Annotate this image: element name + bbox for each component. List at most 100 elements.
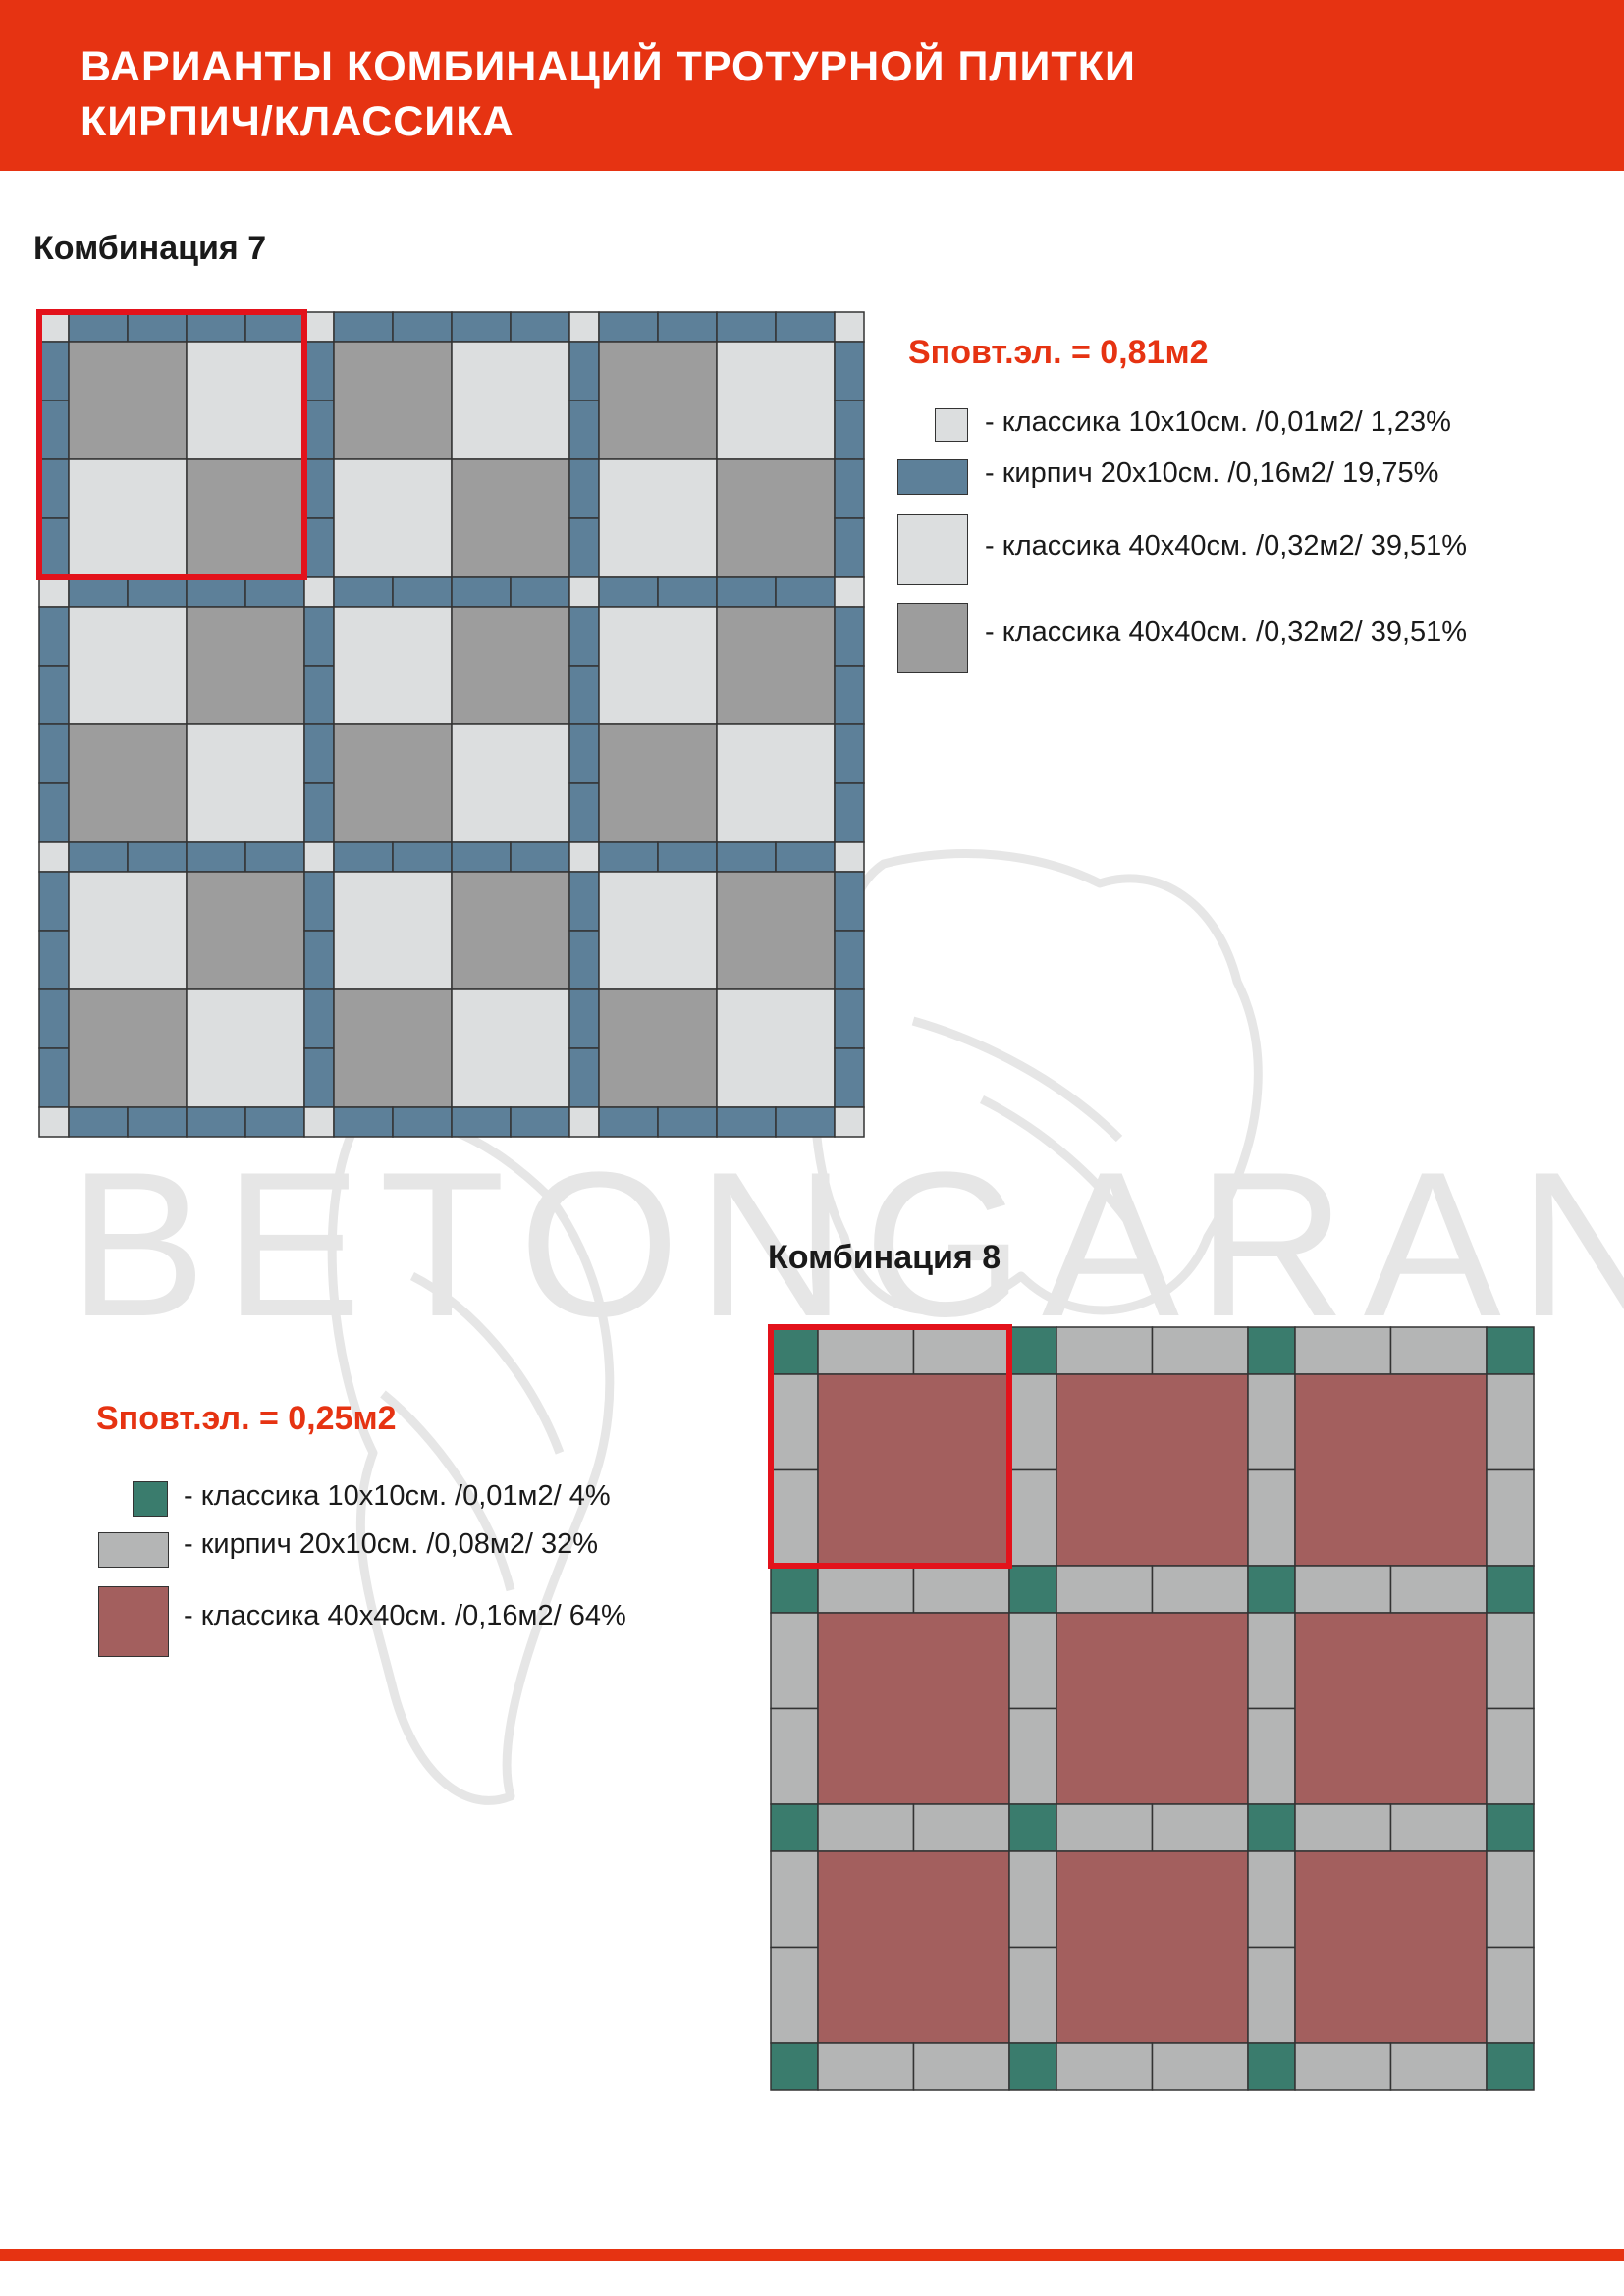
brick-tile bbox=[716, 311, 777, 343]
combo8-legend-label-1: - классика 10х10см. /0,01м2/ 4% bbox=[184, 1480, 611, 1512]
brick-tile bbox=[568, 871, 600, 932]
brick-tile bbox=[568, 782, 600, 843]
combo7-title: Комбинация 7 bbox=[33, 230, 267, 267]
small-tile bbox=[834, 1106, 865, 1138]
dark-tile bbox=[451, 871, 570, 990]
brick-tile bbox=[303, 988, 335, 1049]
brick-tile bbox=[775, 576, 836, 608]
brick-tile bbox=[817, 1803, 915, 1852]
brick-tile bbox=[834, 723, 865, 784]
brick-tile bbox=[568, 458, 600, 519]
brick-tile bbox=[1056, 2042, 1154, 2091]
small-tile bbox=[1008, 1565, 1057, 1614]
brick-tile bbox=[834, 458, 865, 519]
brick-tile bbox=[568, 988, 600, 1049]
light-tile bbox=[598, 458, 718, 578]
dark-tile bbox=[598, 723, 718, 843]
brick-tile bbox=[834, 1047, 865, 1108]
brick-tile bbox=[834, 665, 865, 725]
brick-tile bbox=[1151, 2042, 1249, 2091]
small-tile bbox=[303, 576, 335, 608]
small-tile bbox=[568, 576, 600, 608]
brick-tile bbox=[1294, 2042, 1392, 2091]
brick-tile bbox=[38, 782, 70, 843]
brick-tile bbox=[38, 871, 70, 932]
brick-tile bbox=[1486, 1850, 1535, 1949]
brick-tile bbox=[38, 1047, 70, 1108]
repeat-element-highlight bbox=[768, 1324, 1012, 1569]
combo7-area: Sповт.эл. = 0,81м2 bbox=[908, 334, 1209, 371]
combo8-legend-swatch-brick bbox=[98, 1532, 169, 1568]
light-tile bbox=[716, 341, 836, 460]
small-tile bbox=[1486, 1803, 1535, 1852]
brick-tile bbox=[1294, 1326, 1392, 1375]
light-tile bbox=[333, 871, 453, 990]
brick-tile bbox=[1389, 1565, 1488, 1614]
brick-tile bbox=[451, 311, 512, 343]
dark-tile bbox=[451, 606, 570, 725]
brick-tile bbox=[303, 458, 335, 519]
small-tile bbox=[568, 841, 600, 873]
brick-tile bbox=[38, 458, 70, 519]
brick-tile bbox=[303, 341, 335, 401]
brick-tile bbox=[510, 1106, 570, 1138]
dark-tile bbox=[451, 458, 570, 578]
light-tile bbox=[333, 606, 453, 725]
dark-tile bbox=[333, 723, 453, 843]
small-tile bbox=[770, 1803, 819, 1852]
brick-tile bbox=[303, 930, 335, 990]
brick-tile bbox=[912, 1565, 1010, 1614]
page-title-line-1: ВАРИАНТЫ КОМБИНАЦИЙ ТРОТУРНОЙ ПЛИТКИ bbox=[81, 43, 1136, 90]
brick-tile bbox=[244, 311, 305, 343]
combo8-legend-label-2: - кирпич 20х10см. /0,08м2/ 32% bbox=[184, 1528, 599, 1560]
dark-tile bbox=[68, 988, 188, 1108]
dark-tile bbox=[716, 606, 836, 725]
brick-tile bbox=[1486, 1373, 1535, 1471]
large-tile bbox=[1294, 1612, 1488, 1805]
brick-tile bbox=[1247, 1373, 1296, 1471]
brick-tile bbox=[817, 1326, 915, 1375]
small-tile bbox=[770, 1326, 819, 1375]
large-tile bbox=[1056, 1612, 1249, 1805]
brick-tile bbox=[1486, 1468, 1535, 1567]
brick-tile bbox=[451, 841, 512, 873]
small-tile bbox=[1247, 1803, 1296, 1852]
brick-tile bbox=[834, 988, 865, 1049]
small-tile bbox=[568, 311, 600, 343]
brick-tile bbox=[770, 1850, 819, 1949]
small-tile bbox=[1008, 1326, 1057, 1375]
brick-tile bbox=[303, 1047, 335, 1108]
large-tile bbox=[817, 1850, 1010, 2044]
brick-tile bbox=[1389, 2042, 1488, 2091]
brick-tile bbox=[68, 1106, 129, 1138]
brick-tile bbox=[303, 400, 335, 460]
brick-tile bbox=[1247, 1612, 1296, 1710]
brick-tile bbox=[568, 1047, 600, 1108]
small-tile bbox=[1247, 2042, 1296, 2091]
brick-tile bbox=[834, 930, 865, 990]
brick-tile bbox=[38, 400, 70, 460]
combo7-legend-label-3: - классика 40х40см. /0,32м2/ 39,51% bbox=[985, 530, 1468, 561]
brick-tile bbox=[568, 517, 600, 578]
brick-tile bbox=[68, 576, 129, 608]
brick-tile bbox=[1247, 1850, 1296, 1949]
brick-tile bbox=[303, 606, 335, 667]
combo7-legend-label-4: - классика 40х40см. /0,32м2/ 39,51% bbox=[985, 616, 1468, 648]
combo7-legend-swatch-light-tile bbox=[897, 514, 968, 585]
brick-tile bbox=[333, 841, 394, 873]
brick-tile bbox=[1008, 1707, 1057, 1805]
brick-tile bbox=[333, 1106, 394, 1138]
brick-tile bbox=[38, 606, 70, 667]
brick-tile bbox=[392, 841, 453, 873]
brick-tile bbox=[244, 576, 305, 608]
brick-tile bbox=[186, 841, 246, 873]
brick-tile bbox=[817, 2042, 915, 2091]
brick-tile bbox=[127, 1106, 188, 1138]
combo8-area: Sповт.эл. = 0,25м2 bbox=[96, 1400, 397, 1437]
brick-tile bbox=[38, 723, 70, 784]
brick-tile bbox=[333, 311, 394, 343]
brick-tile bbox=[1247, 1468, 1296, 1567]
brick-tile bbox=[68, 841, 129, 873]
brick-tile bbox=[598, 1106, 659, 1138]
brick-tile bbox=[1008, 1612, 1057, 1710]
